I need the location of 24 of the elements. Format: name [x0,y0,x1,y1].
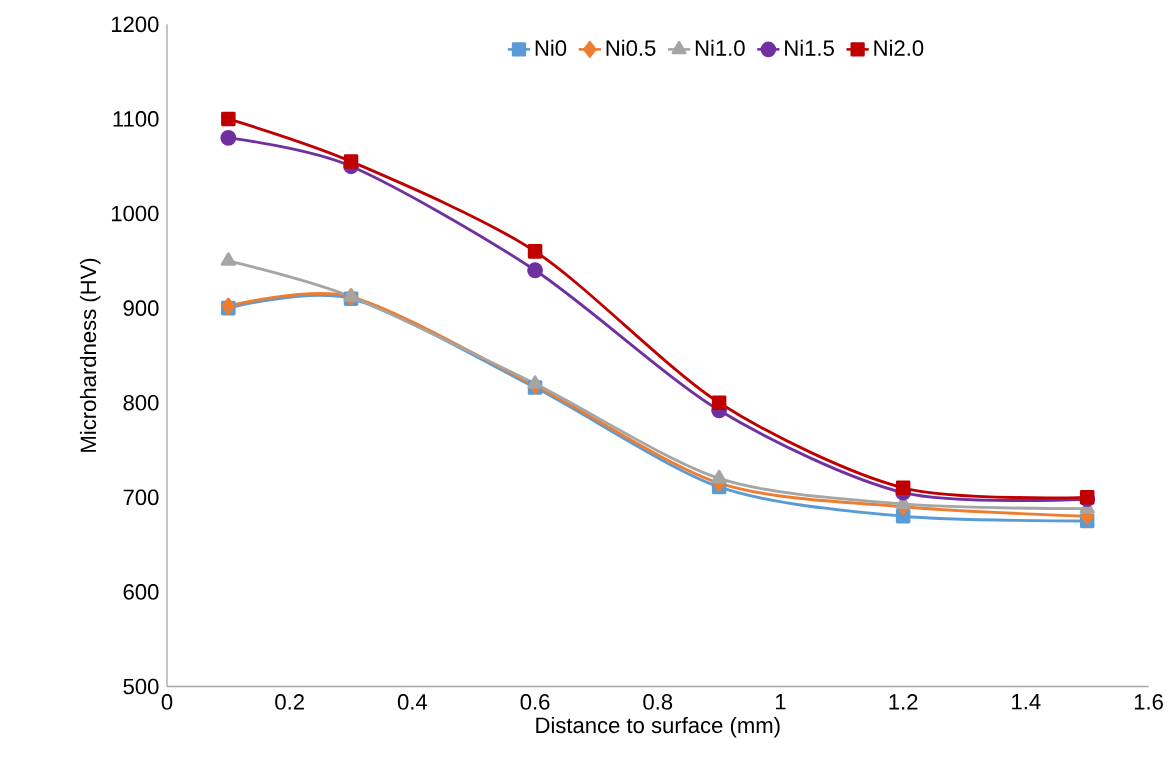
y-tick-label: 1200 [111,16,159,33]
y-tick-label: 700 [123,489,159,506]
x-tick-label: 1 [776,694,786,710]
legend-label: Ni1.0 [695,39,745,56]
x-tick-label: 1.2 [889,694,918,710]
x-tick-label: 0.2 [275,694,304,710]
legend-label: Ni0.5 [606,39,656,56]
y-tick-label: 800 [123,394,159,411]
legend-label: Ni2.0 [874,39,924,56]
y-axis-title: Microhardness (HV) [79,258,101,452]
y-tick-label: 1000 [111,205,159,222]
x-tick-label: 1.4 [1012,694,1041,710]
y-tick-label: 900 [123,300,159,316]
legend-label: Ni0 [535,39,567,56]
legend-label: Ni1.5 [785,39,834,56]
y-tick-label: 1100 [113,111,159,127]
x-tick-label: 0.4 [397,694,428,710]
x-tick-label: 0.8 [643,694,673,710]
x-axis-title: Distance to surface (mm) [536,716,780,738]
x-tick-label: 1.6 [1134,694,1163,710]
y-tick-label: 500 [123,678,159,695]
y-tick-label: 600 [123,584,159,600]
x-tick-label: 0.6 [520,694,550,710]
x-tick-label: 0 [161,694,173,710]
